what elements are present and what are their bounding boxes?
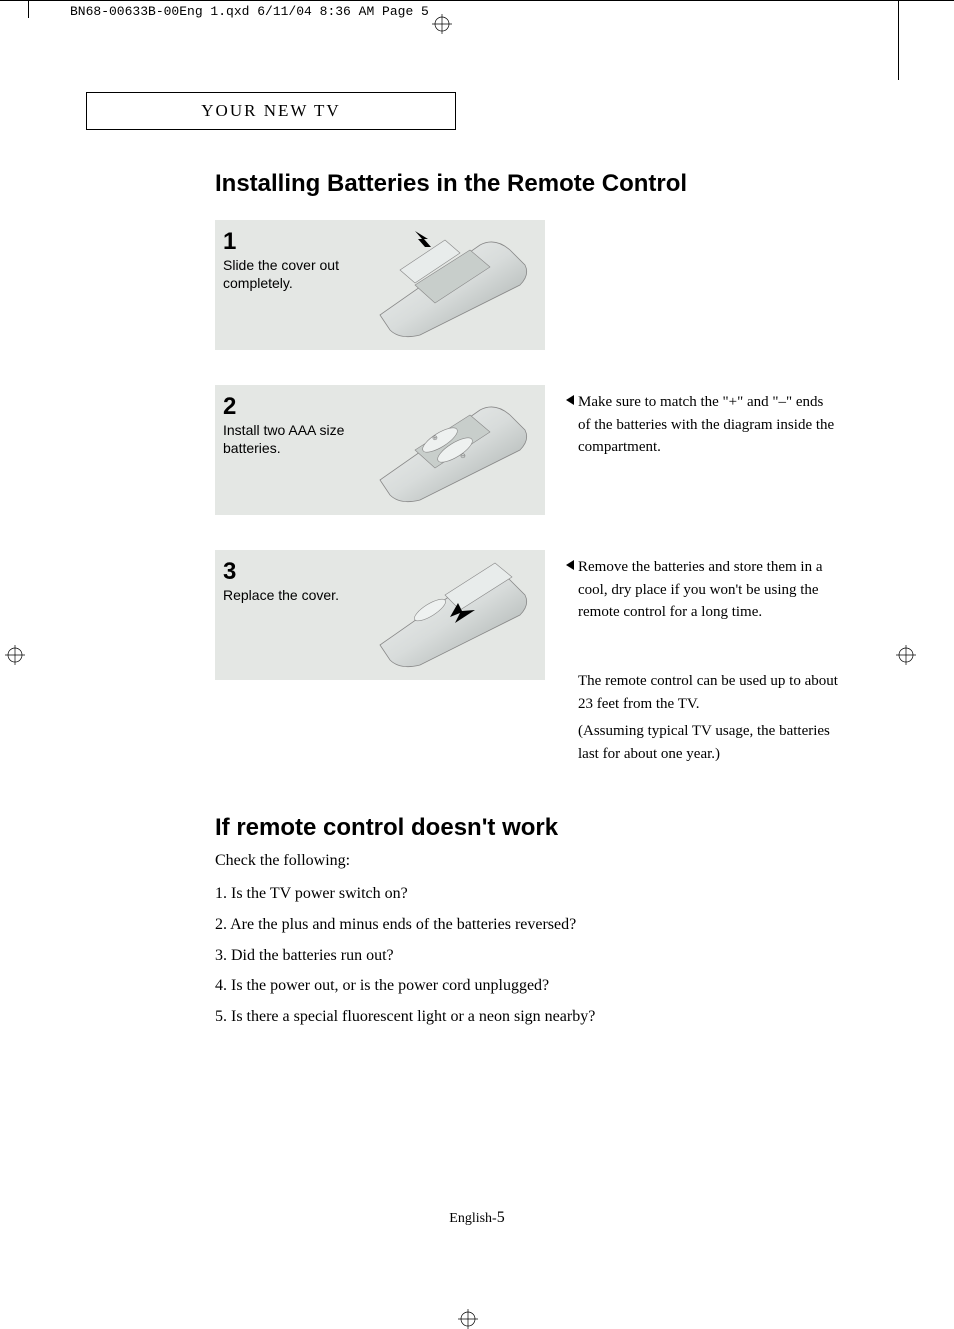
- registration-mark-icon: [432, 14, 452, 34]
- list-item: 3. Did the batteries run out?: [215, 942, 595, 971]
- step-note: Make sure to match the "+" and "–" ends …: [578, 391, 838, 459]
- crop-tick: [898, 0, 899, 80]
- step-text: Replace the cover.: [223, 586, 353, 604]
- step-text: Install two AAA size batteries.: [223, 421, 353, 457]
- registration-mark-icon: [458, 1309, 478, 1329]
- note-text: Make sure to match the "+" and "–" ends …: [578, 394, 834, 455]
- sub-heading: If remote control doesn't work: [215, 814, 558, 842]
- remote-illustration-icon: [360, 555, 540, 675]
- note-text: Remove the batteries and store them in a…: [578, 559, 823, 620]
- page-footer: English-5: [0, 1209, 954, 1227]
- step-block: 3 Replace the cover.: [215, 550, 545, 680]
- step-number: 3: [223, 558, 236, 586]
- triangle-left-icon: [566, 395, 574, 405]
- page-number: 5: [497, 1209, 505, 1226]
- triangle-left-icon: [566, 560, 574, 570]
- step-note: The remote control can be used up to abo…: [578, 670, 838, 715]
- section-title: YOUR NEW TV: [201, 101, 340, 121]
- page-title: Installing Batteries in the Remote Contr…: [215, 170, 687, 198]
- list-item: 1. Is the TV power switch on?: [215, 880, 595, 909]
- list-item: 4. Is the power out, or is the power cor…: [215, 972, 595, 1001]
- check-intro: Check the following:: [215, 852, 350, 870]
- step-text: Slide the cover out completely.: [223, 256, 353, 292]
- note-text: (Assuming typical TV usage, the batterie…: [578, 723, 830, 762]
- list-item: 5. Is there a special fluorescent light …: [215, 1003, 595, 1032]
- step-block: 1 Slide the cover out completely.: [215, 220, 545, 350]
- step-number: 2: [223, 393, 236, 421]
- step-block: 2 Install two AAA size batteries. ⊕ ⊖: [215, 385, 545, 515]
- footer-lang: English-: [449, 1211, 496, 1226]
- step-note: (Assuming typical TV usage, the batterie…: [578, 720, 838, 765]
- crop-tick: [28, 0, 29, 18]
- document-meta: BN68-00633B-00Eng 1.qxd 6/11/04 8:36 AM …: [70, 4, 429, 19]
- registration-mark-icon: [896, 645, 916, 665]
- check-list: 1. Is the TV power switch on? 2. Are the…: [215, 880, 595, 1034]
- svg-text:⊕: ⊕: [432, 434, 438, 442]
- remote-illustration-icon: [360, 225, 540, 345]
- registration-mark-icon: [5, 645, 25, 665]
- list-item: 2. Are the plus and minus ends of the ba…: [215, 911, 595, 940]
- remote-illustration-icon: ⊕ ⊖: [360, 390, 540, 510]
- step-number: 1: [223, 228, 236, 256]
- note-text: The remote control can be used up to abo…: [578, 673, 838, 712]
- svg-text:⊖: ⊖: [460, 452, 466, 460]
- step-note: Remove the batteries and store them in a…: [578, 556, 838, 624]
- section-title-box: YOUR NEW TV: [86, 92, 456, 130]
